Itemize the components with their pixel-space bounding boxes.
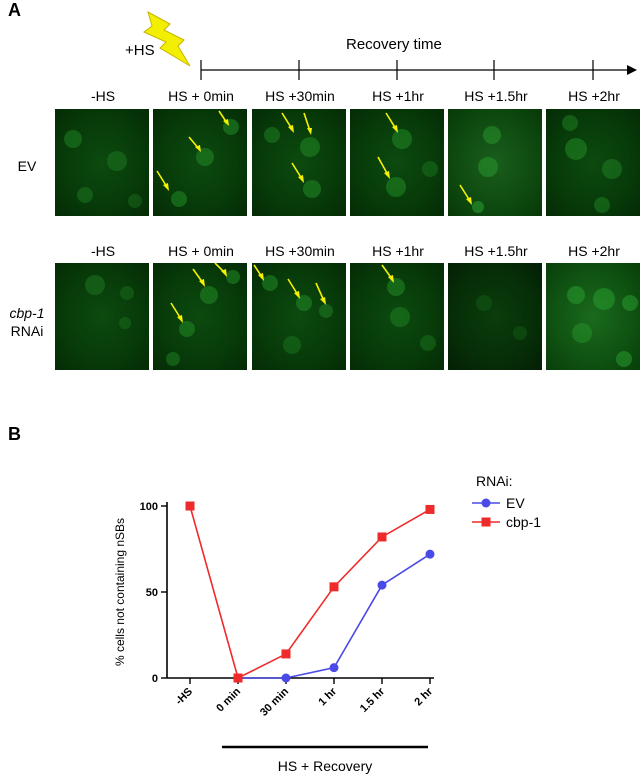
data-point-cbp-1	[425, 504, 435, 514]
x-axis-label: HS + Recovery	[278, 758, 373, 774]
x-tick-label: 0 min	[214, 685, 243, 714]
data-point-cbp-1	[185, 501, 195, 511]
data-point-ev	[329, 663, 339, 673]
micrograph-cbp1-hs-2hr	[546, 263, 640, 370]
micrograph-cbp1-hs-0min	[153, 263, 247, 370]
data-point-cbp-1	[329, 582, 339, 592]
micrograph-ev-hs-2hr	[546, 109, 640, 216]
recovery-time-label: Recovery time	[346, 36, 442, 53]
x-tick-label: -HS	[173, 686, 195, 708]
x-tick-label: 30 min	[258, 685, 291, 718]
micrograph-ev-hs-30min	[252, 109, 346, 216]
panel-b-letter: B	[8, 424, 21, 444]
micrograph-cbp1-hs-1-5hr	[448, 263, 542, 370]
series-line-cbp-1	[189, 505, 431, 680]
row-label-ev: EV	[17, 158, 37, 174]
column-label-hs-minus-row2: -HS	[90, 243, 116, 259]
column-label-hs-0min: HS + 0min	[168, 88, 234, 104]
data-point-cbp-1	[233, 673, 243, 683]
column-label-hs-2hr: HS +2hr	[568, 88, 620, 104]
legend-label-ev: EV	[506, 495, 525, 511]
x-tick-label: 1 hr	[316, 685, 339, 708]
panel-a-letter: A	[8, 0, 21, 20]
lightning-bolt-icon	[143, 10, 191, 67]
timeline-axis	[200, 60, 637, 80]
y-tick-label: 50	[146, 587, 158, 599]
hs-label: +HS	[125, 42, 155, 59]
data-point-cbp-1	[281, 649, 291, 659]
data-point-ev	[377, 580, 387, 590]
nsb-line-chart: 0 50 100 -HS 0 min 30 min 1 hr 1.5 hr 2 hr % cell…	[113, 473, 541, 774]
micrograph-ev-hs-1hr	[350, 109, 444, 216]
micrograph-cbp1-hs-30min	[252, 263, 346, 370]
data-point-ev	[425, 549, 435, 559]
y-tick-label: 0	[152, 673, 158, 685]
column-label-hs-0min-row2: HS + 0min	[168, 243, 234, 259]
series-line-ev	[238, 553, 431, 679]
column-label-hs-1-5hr-row2: HS +1.5hr	[464, 243, 528, 259]
row-label-cbp1: cbp-1	[9, 305, 45, 321]
column-label-hs-30min: HS +30min	[265, 88, 335, 104]
data-point-cbp-1	[377, 532, 387, 542]
legend-swatch-marker	[481, 517, 491, 527]
column-label-hs-1hr: HS +1hr	[372, 88, 424, 104]
column-label-hs-2hr-row2: HS +2hr	[568, 243, 620, 259]
column-label-hs-30min-row2: HS +30min	[265, 243, 335, 259]
micrograph-cbp1-hs-1hr	[350, 263, 444, 370]
y-tick-label: 100	[140, 501, 158, 513]
x-tick-label: 2 hr	[412, 685, 435, 708]
micrograph-cbp1-minus-hs	[55, 263, 149, 370]
legend-swatch-marker	[481, 498, 491, 508]
micrograph-ev-minus-hs	[55, 109, 149, 216]
micrograph-ev-hs-0min	[153, 109, 247, 216]
legend-label-cbp-1: cbp-1	[506, 514, 541, 530]
column-label-hs-minus: -HS	[90, 88, 116, 104]
micrograph-ev-hs-1-5hr	[448, 109, 542, 216]
column-label-hs-1hr-row2: HS +1hr	[372, 243, 424, 259]
row-label-rnai: RNAi	[10, 323, 44, 339]
column-label-hs-1-5hr: HS +1.5hr	[464, 88, 528, 104]
data-point-ev	[281, 673, 291, 683]
legend-title: RNAi:	[476, 473, 513, 489]
x-tick-label: 1.5 hr	[358, 685, 388, 715]
y-axis-label: % cells not containing nSBs	[113, 518, 127, 666]
